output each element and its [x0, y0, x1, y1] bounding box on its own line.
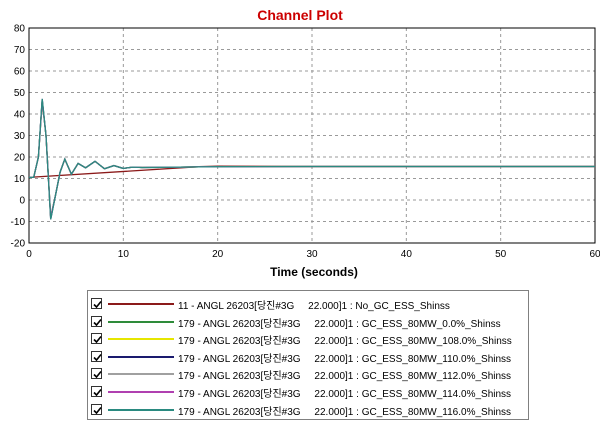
checkmark-icon: [93, 336, 102, 344]
legend-swatch: [108, 320, 174, 323]
legend-item: 11 - ANGL 26203[당진#3G 22.000]1 : No_GC_E…: [88, 295, 528, 313]
x-tick-label: 20: [212, 249, 224, 260]
legend-checkbox[interactable]: [91, 333, 102, 345]
x-tick-label: 30: [306, 249, 318, 260]
legend-checkbox[interactable]: [91, 403, 102, 415]
legend-checkbox[interactable]: [91, 386, 102, 397]
legend-checkbox[interactable]: [91, 368, 102, 380]
legend-label: 179 - ANGL 26203[당진#3G 22.000]1 : GC_ESS…: [178, 318, 501, 330]
x-tick-label: 50: [495, 249, 507, 260]
axis-ticks: 0 10 20 30 40 50 60 80 70 60 50 40 30 20 10 0 -10 -20: [11, 24, 600, 261]
y-tick-label: 10: [14, 174, 26, 185]
legend-label: 179 - ANGL 26203[당진#3G 22.000]1 : GC_ESS…: [178, 389, 512, 400]
legend-swatch: [108, 391, 174, 393]
legend-label: 179 - ANGL 26203[당진#3G 22.000]1 : GC_ESS…: [178, 353, 512, 365]
legend-item: 179 - ANGL 26203[당진#3G 22.000]1 : GC_ESS…: [88, 383, 528, 401]
y-tick-label: 40: [14, 110, 26, 121]
legend-swatch: [108, 355, 174, 358]
series-line-4: [29, 98, 595, 220]
y-tick-label: 60: [14, 67, 26, 78]
chart-title: Channel Plot: [257, 7, 343, 23]
plot-area: [28, 27, 596, 244]
legend-label: 179 - ANGL 26203[당진#3G 22.000]1 : GC_ESS…: [178, 336, 512, 348]
legend-checkbox[interactable]: [91, 315, 102, 327]
legend-checkbox[interactable]: [91, 298, 102, 309]
legend-swatch: [108, 303, 174, 305]
legend-panel: 11 - ANGL 26203[당진#3G 22.000]1 : No_GC_E…: [87, 290, 529, 420]
legend-checkbox[interactable]: [91, 350, 102, 362]
x-tick-label: 60: [589, 249, 600, 260]
x-tick-label: 10: [118, 249, 130, 260]
legend-item: 179 - ANGL 26203[당진#3G 22.000]1 : GC_ESS…: [88, 365, 528, 383]
y-tick-label: 70: [14, 45, 26, 56]
legend-item: 179 - ANGL 26203[당진#3G 22.000]1 : GC_ESS…: [88, 348, 528, 366]
checkmark-icon: [93, 318, 102, 326]
y-tick-label: -20: [11, 239, 26, 250]
legend-swatch: [108, 373, 174, 376]
y-tick-label: 80: [14, 24, 26, 35]
channel-plot-chart: Channel Plot 0 10 20 30 40 50 60 80 70 60 50 40 30 20…: [11, 7, 600, 279]
checkmark-icon: [93, 406, 102, 414]
y-tick-label: 20: [14, 153, 26, 164]
legend-item: 179 - ANGL 26203[당진#3G 22.000]1 : GC_ESS…: [88, 401, 528, 419]
x-axis-label: Time (seconds): [270, 265, 358, 279]
y-tick-label: -10: [11, 217, 26, 228]
legend-label: 179 - ANGL 26203[당진#3G 22.000]1 : GC_ESS…: [178, 371, 512, 383]
legend-item: 179 - ANGL 26203[당진#3G 22.000]1 : GC_ESS…: [88, 313, 528, 331]
legend-swatch: [108, 408, 174, 411]
legend-label: 11 - ANGL 26203[당진#3G 22.000]1 : No_GC_E…: [178, 301, 450, 312]
series-lines: [28, 98, 595, 220]
x-tick-label: 40: [401, 249, 413, 260]
y-tick-label: 50: [14, 88, 26, 99]
checkmark-icon: [93, 300, 102, 309]
y-tick-label: 30: [14, 131, 26, 142]
legend-label: 179 - ANGL 26203[당진#3G 22.000]1 : GC_ESS…: [178, 406, 512, 418]
x-tick-label: 0: [26, 249, 32, 260]
grid-lines: [29, 28, 595, 243]
y-tick-label: 0: [19, 196, 25, 207]
checkmark-icon: [93, 353, 102, 361]
legend-item: 179 - ANGL 26203[당진#3G 22.000]1 : GC_ESS…: [88, 330, 528, 348]
checkmark-icon: [93, 388, 102, 397]
series-line-7: [29, 98, 595, 220]
legend-swatch: [108, 338, 174, 341]
checkmark-icon: [93, 371, 102, 379]
